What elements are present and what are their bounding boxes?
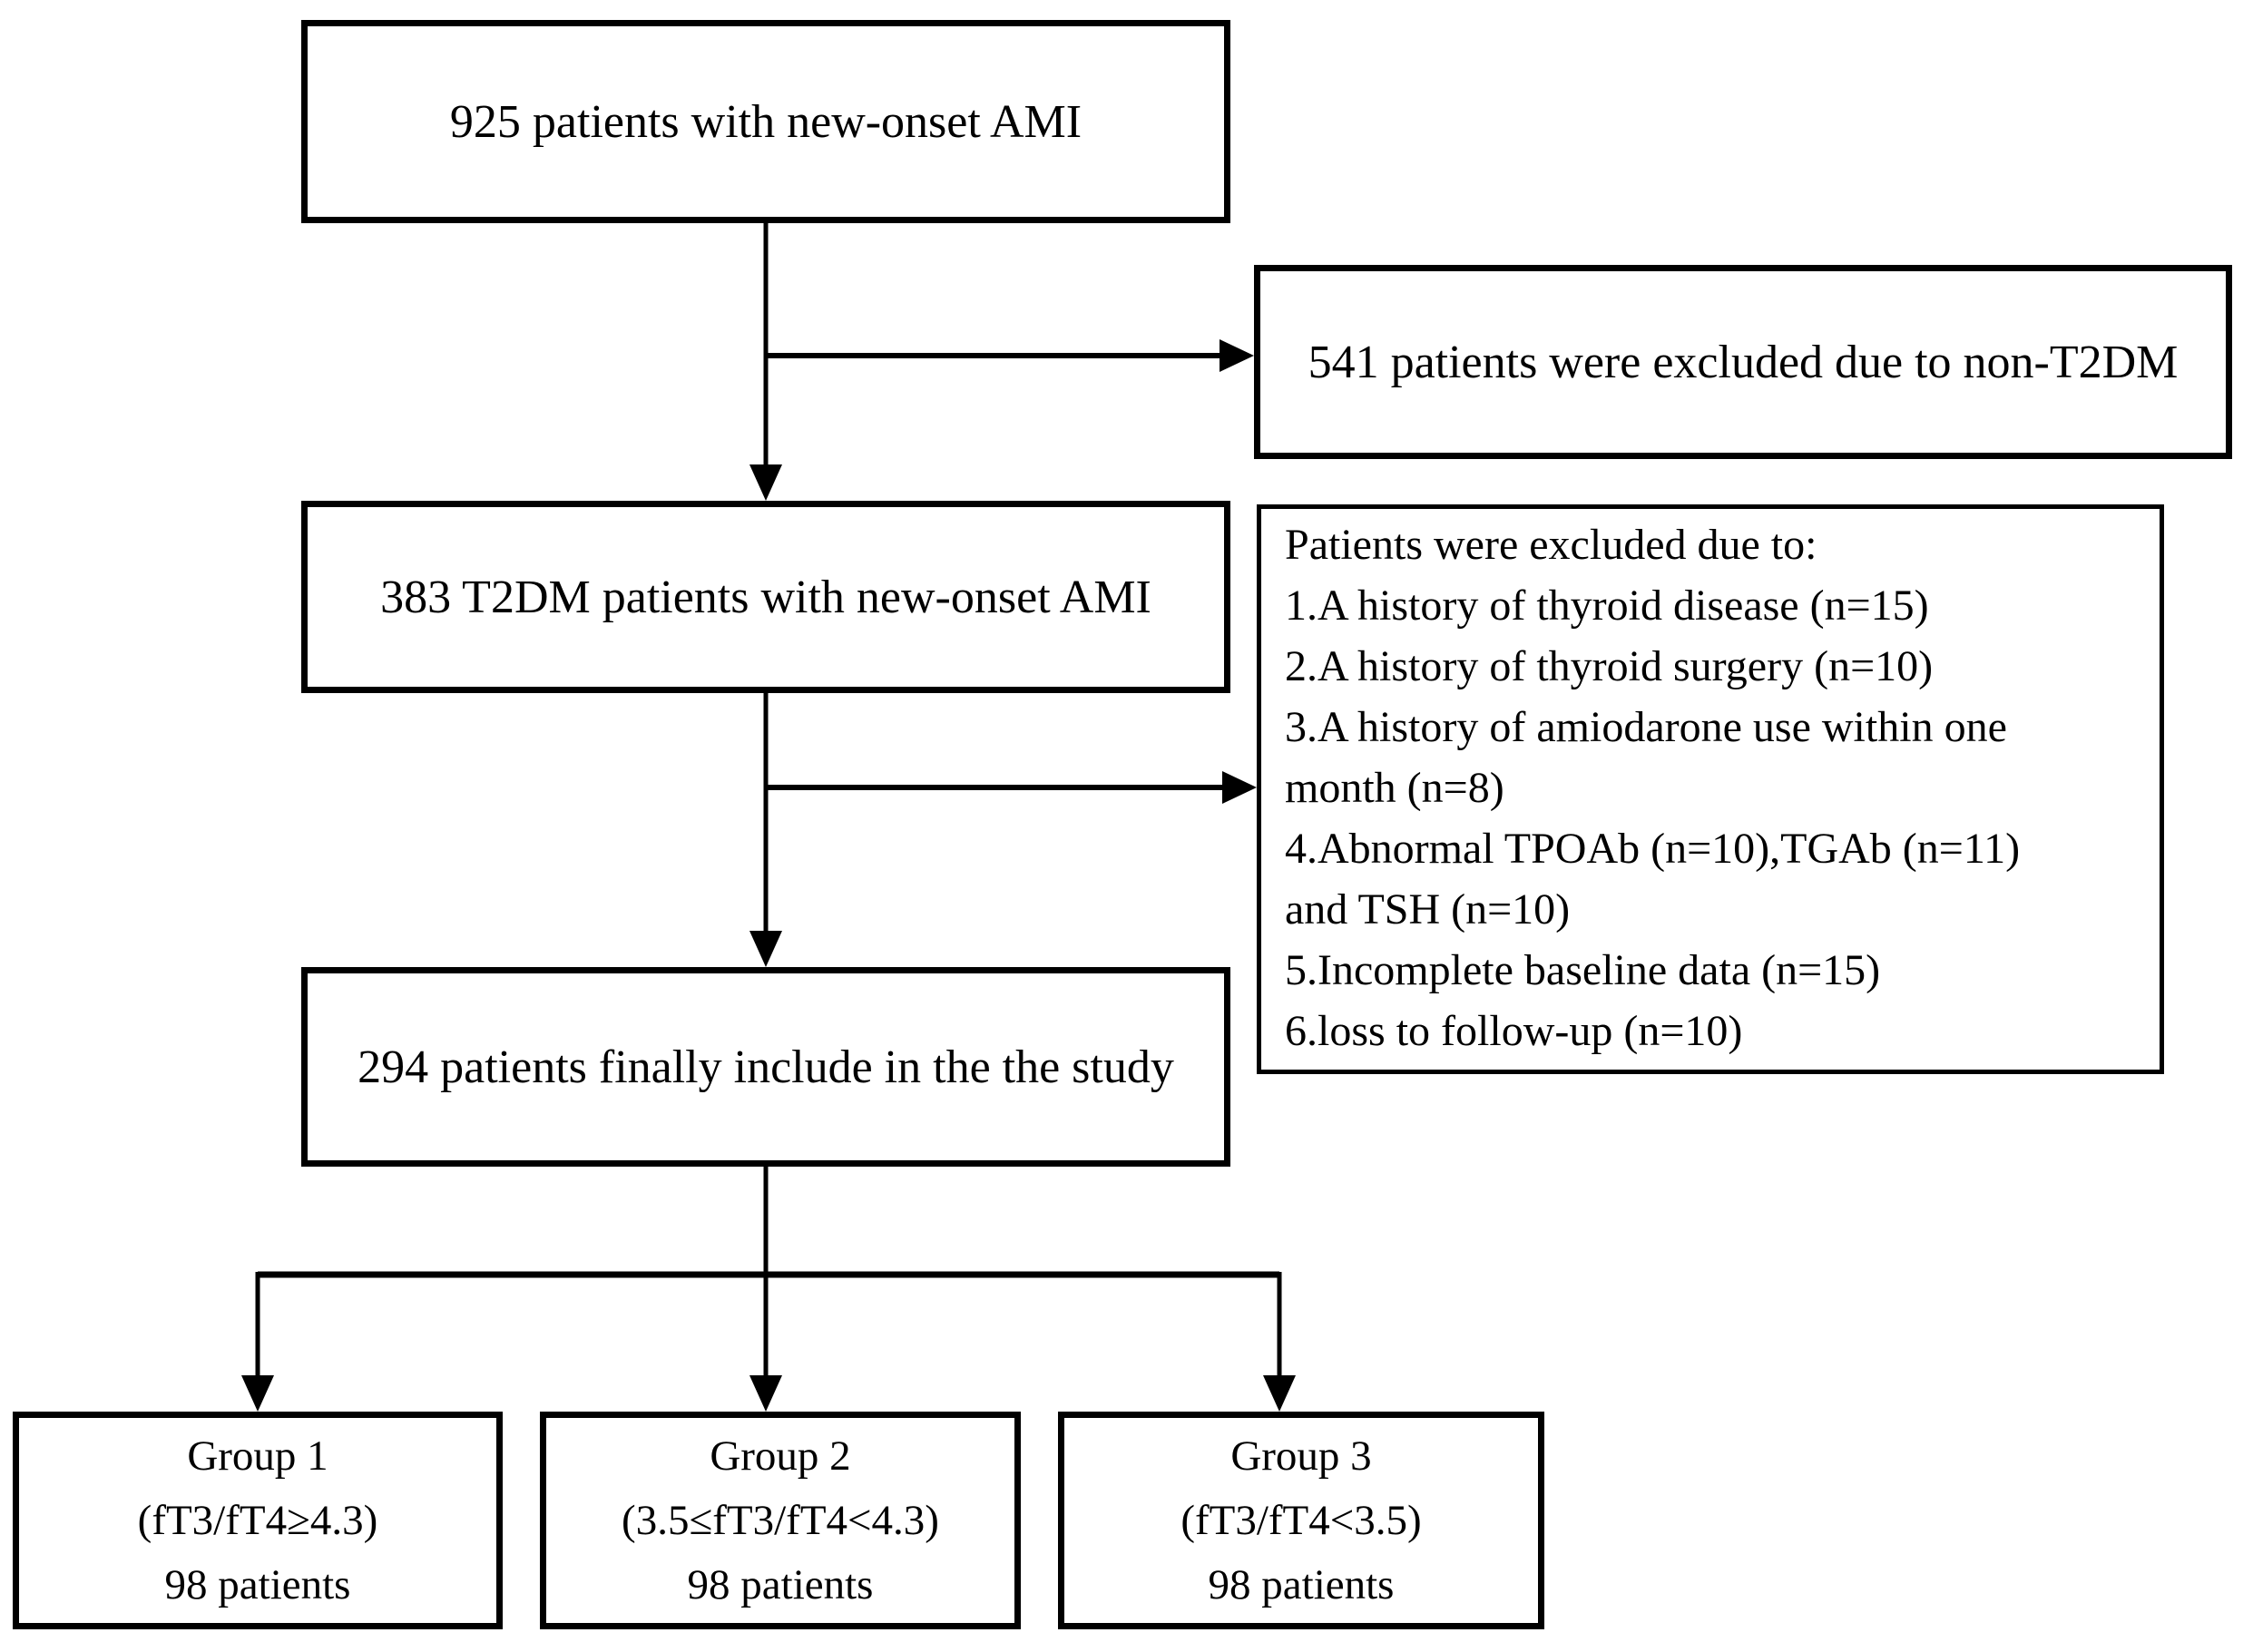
group-name: Group 3 <box>1230 1432 1372 1480</box>
group-name: Group 2 <box>710 1432 851 1480</box>
exclusion-title: Patients were excluded due to: <box>1285 521 1817 569</box>
exclusion-line: 4.Abnormal TPOAb (n=10),TGAb (n=11) <box>1285 825 2021 873</box>
box-t2dm-text: 383 T2DM patients with new-onset AMI <box>380 571 1151 623</box>
exclusion-line: 1.A history of thyroid disease (n=15) <box>1285 582 1929 630</box>
box-excluded-non-t2dm: 541 patients were excluded due to non-T2… <box>1254 265 2232 459</box>
box-initial-text: 925 patients with new-onset AMI <box>449 95 1082 148</box>
group-name: Group 1 <box>187 1432 328 1480</box>
exclusion-line: 5.Incomplete baseline data (n=15) <box>1285 946 1881 994</box>
box-final-included: 294 patients finally include in the the … <box>301 967 1230 1167</box>
arrow-to-group3 <box>1263 1272 1296 1412</box>
arrow-to-group1 <box>241 1272 274 1412</box>
group-count: 98 patients <box>687 1560 874 1608</box>
box-group-1: Group 1 (fT3/fT4≥4.3) 98 patients <box>13 1412 503 1629</box>
exclusion-line: 3.A history of amiodarone use within one <box>1285 703 2007 751</box>
box-exclusion-reasons: Patients were excluded due to: 1.A histo… <box>1257 504 2164 1074</box>
arrow-initial-to-t2dm <box>749 223 782 501</box>
group-criteria: (fT3/fT4<3.5) <box>1180 1496 1422 1544</box>
group-criteria: (3.5≤fT3/fT4<4.3) <box>622 1496 939 1544</box>
box-initial-patients: 925 patients with new-onset AMI <box>301 20 1230 223</box>
group-count: 98 patients <box>164 1560 351 1608</box>
exclusion-line: month (n=8) <box>1285 764 1504 812</box>
group-count: 98 patients <box>1208 1560 1395 1608</box>
box-group-2: Group 2 (3.5≤fT3/fT4<4.3) 98 patients <box>540 1412 1021 1629</box>
group-criteria: (fT3/fT4≥4.3) <box>137 1496 378 1544</box>
exclusion-line: 2.A history of thyroid surgery (n=10) <box>1285 642 1934 690</box>
exclusion-line: and TSH (n=10) <box>1285 885 1571 934</box>
box-group-3: Group 3 (fT3/fT4<3.5) 98 patients <box>1058 1412 1544 1629</box>
box-t2dm-patients: 383 T2DM patients with new-onset AMI <box>301 501 1230 693</box>
box-final-text: 294 patients finally include in the the … <box>358 1041 1174 1093</box>
arrow-branch-exclusion-reasons <box>766 771 1257 804</box>
exclusion-line: 6.loss to follow-up (n=10) <box>1285 1007 1743 1055</box>
arrow-branch-excluded-non-t2dm <box>766 339 1254 372</box>
arrow-final-to-group2 <box>749 1167 782 1412</box>
arrow-t2dm-to-final <box>749 693 782 967</box>
box-excluded-text: 541 patients were excluded due to non-T2… <box>1308 336 2179 388</box>
